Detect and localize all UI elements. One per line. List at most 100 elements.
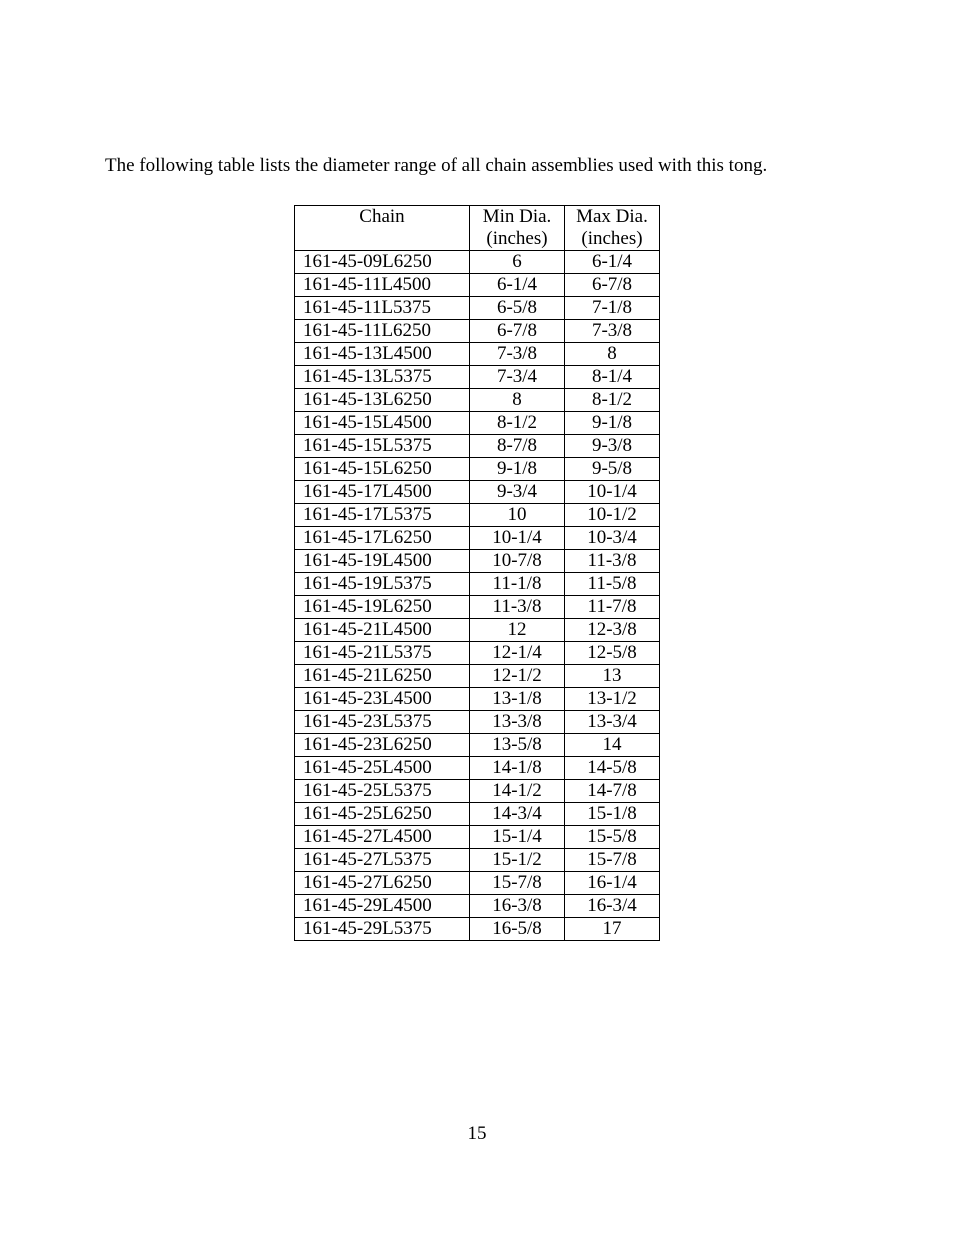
page-number: 15 bbox=[0, 1123, 954, 1145]
cell-min-dia: 6-5/8 bbox=[470, 297, 565, 320]
table-row: 161-45-15L53758-7/89-3/8 bbox=[295, 435, 660, 458]
cell-max-dia: 7-1/8 bbox=[565, 297, 660, 320]
cell-max-dia: 13-3/4 bbox=[565, 711, 660, 734]
table-row: 161-45-19L450010-7/811-3/8 bbox=[295, 550, 660, 573]
table-row: 161-45-11L62506-7/87-3/8 bbox=[295, 320, 660, 343]
cell-min-dia: 9-3/4 bbox=[470, 481, 565, 504]
cell-chain: 161-45-25L6250 bbox=[295, 803, 470, 826]
cell-min-dia: 15-1/4 bbox=[470, 826, 565, 849]
cell-min-dia: 10 bbox=[470, 504, 565, 527]
cell-max-dia: 12-3/8 bbox=[565, 619, 660, 642]
cell-min-dia: 12-1/2 bbox=[470, 665, 565, 688]
cell-chain: 161-45-29L5375 bbox=[295, 918, 470, 941]
cell-chain: 161-45-21L5375 bbox=[295, 642, 470, 665]
table-row: 161-45-23L537513-3/813-3/4 bbox=[295, 711, 660, 734]
cell-max-dia: 9-3/8 bbox=[565, 435, 660, 458]
cell-min-dia: 8-1/2 bbox=[470, 412, 565, 435]
cell-max-dia: 6-7/8 bbox=[565, 274, 660, 297]
cell-chain: 161-45-21L4500 bbox=[295, 619, 470, 642]
cell-chain: 161-45-17L6250 bbox=[295, 527, 470, 550]
cell-min-dia: 13-5/8 bbox=[470, 734, 565, 757]
table-row: 161-45-19L625011-3/811-7/8 bbox=[295, 596, 660, 619]
cell-min-dia: 9-1/8 bbox=[470, 458, 565, 481]
cell-chain: 161-45-27L5375 bbox=[295, 849, 470, 872]
cell-max-dia: 15-5/8 bbox=[565, 826, 660, 849]
cell-chain: 161-45-21L6250 bbox=[295, 665, 470, 688]
cell-max-dia: 8-1/2 bbox=[565, 389, 660, 412]
cell-max-dia: 12-5/8 bbox=[565, 642, 660, 665]
cell-max-dia: 15-1/8 bbox=[565, 803, 660, 826]
cell-chain: 161-45-27L6250 bbox=[295, 872, 470, 895]
cell-max-dia: 17 bbox=[565, 918, 660, 941]
cell-max-dia: 10-1/2 bbox=[565, 504, 660, 527]
cell-chain: 161-45-15L5375 bbox=[295, 435, 470, 458]
cell-chain: 161-45-11L5375 bbox=[295, 297, 470, 320]
cell-chain: 161-45-11L4500 bbox=[295, 274, 470, 297]
cell-min-dia: 6 bbox=[470, 251, 565, 274]
table-row: 161-45-29L450016-3/816-3/4 bbox=[295, 895, 660, 918]
table-row: 161-45-13L625088-1/2 bbox=[295, 389, 660, 412]
cell-max-dia: 10-3/4 bbox=[565, 527, 660, 550]
cell-chain: 161-45-13L4500 bbox=[295, 343, 470, 366]
table-row: 161-45-25L625014-3/415-1/8 bbox=[295, 803, 660, 826]
table-row: 161-45-17L45009-3/410-1/4 bbox=[295, 481, 660, 504]
cell-chain: 161-45-23L6250 bbox=[295, 734, 470, 757]
table-row: 161-45-25L450014-1/814-5/8 bbox=[295, 757, 660, 780]
cell-chain: 161-45-29L4500 bbox=[295, 895, 470, 918]
cell-min-dia: 16-5/8 bbox=[470, 918, 565, 941]
cell-min-dia: 6-1/4 bbox=[470, 274, 565, 297]
cell-max-dia: 16-3/4 bbox=[565, 895, 660, 918]
cell-chain: 161-45-23L4500 bbox=[295, 688, 470, 711]
cell-chain: 161-45-11L6250 bbox=[295, 320, 470, 343]
col-header-max-dia-line1: Max Dia. bbox=[565, 206, 660, 229]
cell-chain: 161-45-17L4500 bbox=[295, 481, 470, 504]
table-row: 161-45-13L45007-3/88 bbox=[295, 343, 660, 366]
table-row: 161-45-25L537514-1/214-7/8 bbox=[295, 780, 660, 803]
table-row: 161-45-17L625010-1/410-3/4 bbox=[295, 527, 660, 550]
cell-max-dia: 8 bbox=[565, 343, 660, 366]
table-row: 161-45-19L537511-1/811-5/8 bbox=[295, 573, 660, 596]
cell-max-dia: 16-1/4 bbox=[565, 872, 660, 895]
table-header-row: Chain Min Dia. Max Dia. bbox=[295, 206, 660, 229]
cell-min-dia: 14-3/4 bbox=[470, 803, 565, 826]
col-header-chain: Chain bbox=[295, 206, 470, 251]
cell-chain: 161-45-09L6250 bbox=[295, 251, 470, 274]
table-row: 161-45-29L537516-5/817 bbox=[295, 918, 660, 941]
cell-max-dia: 11-7/8 bbox=[565, 596, 660, 619]
cell-chain: 161-45-25L4500 bbox=[295, 757, 470, 780]
intro-paragraph: The following table lists the diameter r… bbox=[105, 155, 954, 177]
cell-min-dia: 14-1/8 bbox=[470, 757, 565, 780]
cell-max-dia: 13-1/2 bbox=[565, 688, 660, 711]
table-row: 161-45-09L625066-1/4 bbox=[295, 251, 660, 274]
cell-min-dia: 13-3/8 bbox=[470, 711, 565, 734]
cell-min-dia: 11-1/8 bbox=[470, 573, 565, 596]
cell-min-dia: 7-3/8 bbox=[470, 343, 565, 366]
document-page: The following table lists the diameter r… bbox=[0, 0, 954, 1235]
cell-min-dia: 8 bbox=[470, 389, 565, 412]
cell-max-dia: 15-7/8 bbox=[565, 849, 660, 872]
col-header-min-dia-line2: (inches) bbox=[470, 228, 565, 251]
cell-min-dia: 15-7/8 bbox=[470, 872, 565, 895]
cell-min-dia: 6-7/8 bbox=[470, 320, 565, 343]
cell-min-dia: 12 bbox=[470, 619, 565, 642]
cell-max-dia: 14-5/8 bbox=[565, 757, 660, 780]
cell-chain: 161-45-25L5375 bbox=[295, 780, 470, 803]
cell-min-dia: 16-3/8 bbox=[470, 895, 565, 918]
table-body: 161-45-09L625066-1/4161-45-11L45006-1/46… bbox=[295, 251, 660, 941]
cell-chain: 161-45-15L4500 bbox=[295, 412, 470, 435]
cell-min-dia: 11-3/8 bbox=[470, 596, 565, 619]
table-row: 161-45-27L537515-1/215-7/8 bbox=[295, 849, 660, 872]
table-row: 161-45-13L53757-3/48-1/4 bbox=[295, 366, 660, 389]
cell-max-dia: 8-1/4 bbox=[565, 366, 660, 389]
cell-max-dia: 9-5/8 bbox=[565, 458, 660, 481]
cell-min-dia: 13-1/8 bbox=[470, 688, 565, 711]
cell-chain: 161-45-17L5375 bbox=[295, 504, 470, 527]
cell-chain: 161-45-19L5375 bbox=[295, 573, 470, 596]
table-row: 161-45-17L53751010-1/2 bbox=[295, 504, 660, 527]
cell-max-dia: 10-1/4 bbox=[565, 481, 660, 504]
table-row: 161-45-11L53756-5/87-1/8 bbox=[295, 297, 660, 320]
cell-max-dia: 11-3/8 bbox=[565, 550, 660, 573]
table-row: 161-45-23L450013-1/813-1/2 bbox=[295, 688, 660, 711]
cell-chain: 161-45-23L5375 bbox=[295, 711, 470, 734]
cell-min-dia: 7-3/4 bbox=[470, 366, 565, 389]
